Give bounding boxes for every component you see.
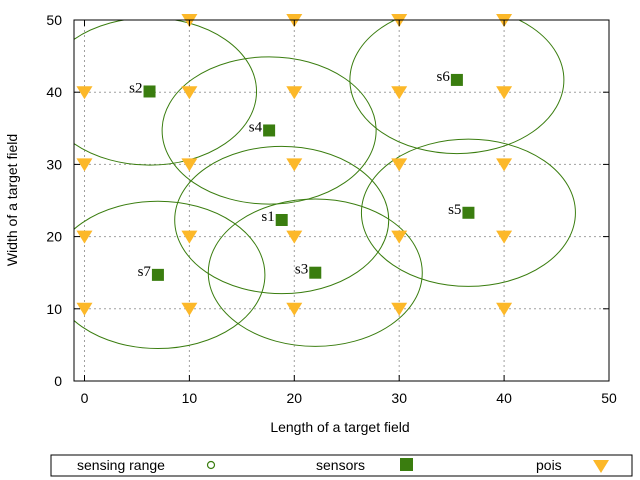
sensing-range-circles bbox=[74, 20, 576, 349]
legend-box bbox=[50, 454, 633, 477]
sensor-markers: s1 s2 s3 s4 s5 s6 s7 bbox=[129, 69, 475, 281]
x-tick-label: 10 bbox=[182, 390, 198, 406]
poi-marker bbox=[286, 86, 303, 100]
sensor-marker bbox=[275, 213, 288, 226]
x-tick-label: 0 bbox=[81, 390, 89, 406]
legend-label-sensing-range: sensing range bbox=[77, 457, 165, 473]
poi-marker bbox=[496, 158, 513, 172]
poi-markers bbox=[76, 14, 513, 316]
sensor-label: s1 bbox=[261, 209, 274, 225]
y-tick-label: 40 bbox=[46, 84, 62, 100]
poi-marker bbox=[286, 158, 303, 172]
poi-marker bbox=[76, 158, 93, 172]
y-tick-label: 0 bbox=[54, 373, 62, 389]
legend-sensors-icon bbox=[400, 458, 413, 471]
poi-marker bbox=[181, 158, 198, 172]
legend-label-pois: pois bbox=[536, 457, 562, 473]
y-tick-label: 10 bbox=[46, 301, 62, 317]
grid bbox=[74, 20, 609, 381]
sensor-marker bbox=[309, 266, 322, 279]
sensor-label: s6 bbox=[437, 69, 451, 85]
poi-marker bbox=[496, 230, 513, 244]
poi-marker bbox=[76, 302, 93, 316]
sensor-marker bbox=[462, 206, 475, 219]
poi-marker bbox=[391, 230, 408, 244]
sensing-range-circle bbox=[74, 200, 266, 349]
poi-marker bbox=[181, 230, 198, 244]
sensor-marker bbox=[450, 73, 463, 86]
poi-marker bbox=[286, 230, 303, 244]
x-tick-label: 40 bbox=[496, 390, 512, 406]
legend-sensing-range-icon bbox=[206, 460, 216, 470]
poi-marker bbox=[76, 230, 93, 244]
sensor-marker bbox=[151, 268, 164, 281]
sensing-range-circle bbox=[207, 198, 423, 347]
y-tick-label: 20 bbox=[46, 229, 62, 245]
poi-marker bbox=[286, 302, 303, 316]
x-tick-label: 30 bbox=[391, 390, 407, 406]
sensor-label: s5 bbox=[448, 202, 461, 218]
legend: sensing range sensors pois bbox=[50, 454, 633, 477]
sensor-label: s2 bbox=[129, 80, 142, 96]
poi-marker bbox=[496, 86, 513, 100]
poi-marker bbox=[181, 86, 198, 100]
poi-marker bbox=[391, 86, 408, 100]
legend-pois-icon bbox=[593, 460, 609, 473]
poi-marker bbox=[496, 302, 513, 316]
poi-marker bbox=[391, 158, 408, 172]
x-axis-title: Length of a target field bbox=[270, 419, 409, 435]
sensing-range-circle bbox=[174, 145, 390, 295]
poi-marker bbox=[391, 302, 408, 316]
sensor-label: s4 bbox=[249, 119, 263, 135]
sensor-label: s7 bbox=[138, 264, 152, 280]
legend-label-sensors: sensors bbox=[316, 457, 365, 473]
poi-marker bbox=[76, 86, 93, 100]
sensing-range-circle bbox=[74, 20, 257, 166]
sensor-marker bbox=[263, 124, 276, 137]
sensor-marker bbox=[143, 85, 156, 98]
y-axis-title: Width of a target field bbox=[4, 134, 20, 266]
axis-ticks: 0 10 20 30 40 50 0 10 20 30 40 50 bbox=[46, 12, 617, 406]
x-tick-label: 50 bbox=[601, 390, 617, 406]
poi-marker bbox=[181, 302, 198, 316]
sensing-range-circle bbox=[349, 20, 565, 155]
sensing-range-circle bbox=[360, 138, 576, 287]
y-tick-label: 30 bbox=[46, 156, 62, 172]
y-tick-label: 50 bbox=[46, 12, 62, 28]
sensing-range-circle bbox=[161, 56, 377, 205]
plot-frame bbox=[73, 19, 610, 382]
sensor-label: s3 bbox=[295, 262, 308, 278]
x-tick-label: 20 bbox=[287, 390, 303, 406]
